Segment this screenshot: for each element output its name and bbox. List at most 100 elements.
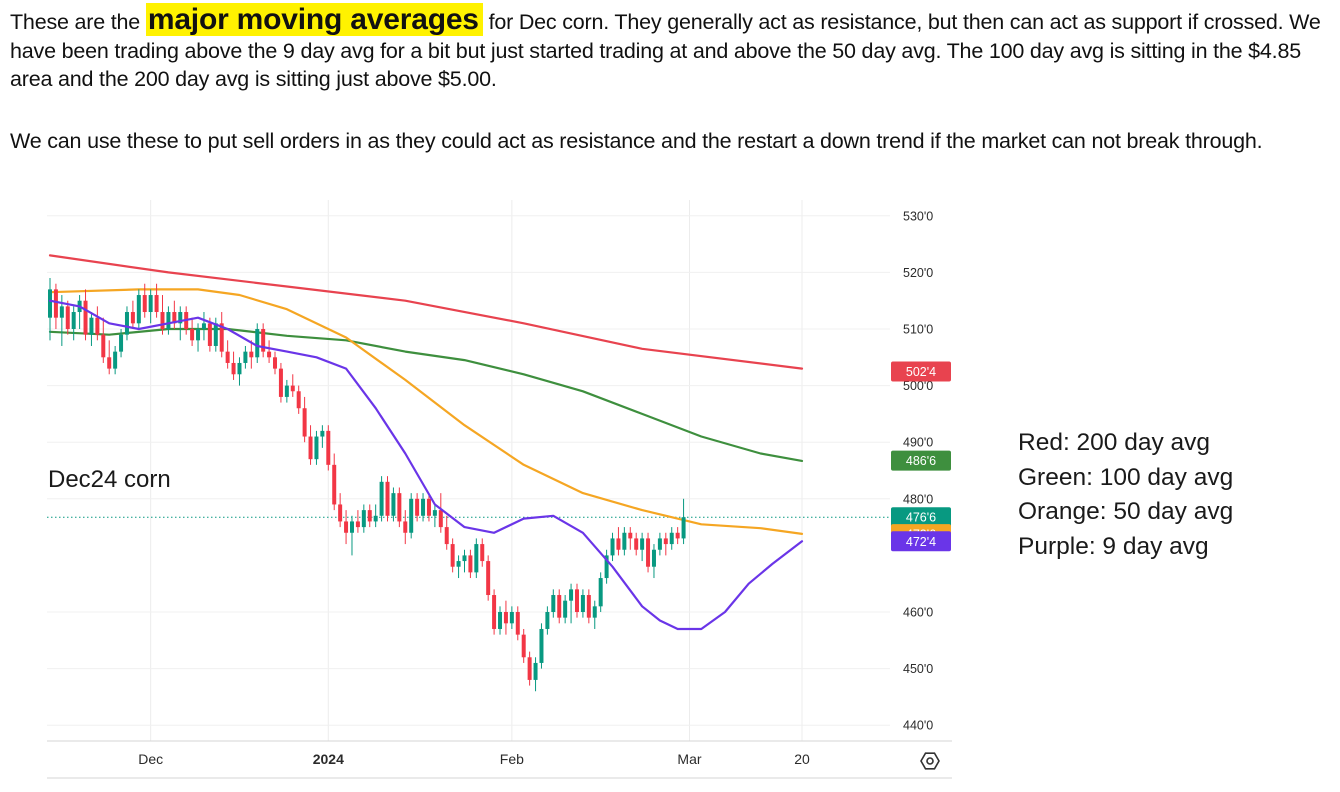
candle-body bbox=[592, 606, 597, 618]
candle-body bbox=[675, 532, 680, 539]
x-tick-label: 20 bbox=[794, 751, 810, 767]
candle-body bbox=[503, 612, 508, 624]
candle-body bbox=[243, 351, 248, 363]
candle-body bbox=[48, 289, 52, 318]
candle-body bbox=[267, 351, 272, 358]
candle-body bbox=[273, 357, 278, 369]
candle-body bbox=[308, 436, 313, 460]
candle-body bbox=[130, 312, 135, 324]
tag-ma200-text: 502'4 bbox=[906, 365, 936, 379]
candle-body bbox=[456, 561, 461, 567]
candle-body bbox=[557, 595, 562, 618]
highlighted-phrase: major moving averages bbox=[145, 3, 483, 36]
legend-item-200: Red: 200 day avg bbox=[1018, 429, 1211, 456]
tag-ma100-text: 486'6 bbox=[906, 454, 936, 468]
candle-body bbox=[492, 595, 497, 629]
x-tick-label: Feb bbox=[500, 751, 524, 767]
legend-item-50: Orange: 50 day avg bbox=[1018, 498, 1234, 525]
x-tick-label: 2024 bbox=[313, 751, 344, 767]
candle-body bbox=[628, 532, 633, 539]
candle-body bbox=[355, 521, 360, 528]
x-tick-label: Dec bbox=[138, 751, 163, 767]
candle-body bbox=[219, 323, 224, 352]
candle-body bbox=[53, 289, 58, 318]
intro-text-before: These are the bbox=[10, 10, 146, 34]
candle-body bbox=[136, 295, 141, 324]
candle-body bbox=[681, 517, 686, 539]
y-tick-label: 520'0 bbox=[903, 266, 933, 280]
candle-body bbox=[338, 504, 343, 522]
candle-body bbox=[83, 300, 88, 335]
candle-body bbox=[415, 498, 420, 516]
candle-body bbox=[598, 578, 603, 607]
candle-body bbox=[59, 306, 64, 318]
candle-body bbox=[610, 538, 615, 556]
candle-body bbox=[367, 510, 372, 522]
candle-body bbox=[207, 323, 212, 346]
candle-body bbox=[89, 317, 94, 335]
tag-last-price-text: 476'6 bbox=[906, 511, 936, 525]
chart-label: Dec24 corn bbox=[48, 466, 171, 493]
second-paragraph: We can use these to put sell orders in a… bbox=[10, 129, 1263, 153]
candle-body bbox=[385, 481, 390, 516]
candle-body bbox=[450, 544, 455, 567]
candle-body bbox=[154, 295, 159, 313]
candle-body bbox=[574, 589, 579, 612]
intro-text-after: for Dec corn. They generally act as resi… bbox=[10, 10, 1321, 91]
candle-body bbox=[663, 538, 668, 545]
candle-body bbox=[468, 555, 473, 573]
candle-body bbox=[379, 481, 384, 516]
candle-body bbox=[107, 357, 112, 369]
candle-body bbox=[616, 538, 621, 550]
candle-body bbox=[225, 351, 230, 363]
candle-body bbox=[651, 549, 656, 567]
candle-body bbox=[409, 498, 414, 533]
intro-paragraph: These are the major moving averages for … bbox=[10, 3, 1332, 94]
candle-body bbox=[119, 334, 124, 352]
candle-body bbox=[533, 662, 538, 680]
candle-body bbox=[344, 521, 349, 533]
y-tick-label: 450'0 bbox=[903, 662, 933, 676]
candle-body bbox=[498, 612, 503, 629]
candle-body bbox=[444, 527, 449, 545]
candle-body bbox=[421, 498, 426, 516]
candle-body bbox=[278, 368, 283, 397]
candle-body bbox=[474, 544, 479, 573]
candle-body bbox=[604, 555, 609, 579]
candle-body bbox=[634, 538, 639, 550]
candle-body bbox=[669, 532, 674, 545]
y-tick-label: 500'0 bbox=[903, 379, 933, 393]
candle-body bbox=[640, 538, 645, 550]
candle-body bbox=[213, 323, 218, 346]
tag-ma9-text: 472'4 bbox=[906, 535, 936, 549]
candle-body bbox=[201, 323, 206, 329]
y-tick-label: 460'0 bbox=[903, 606, 933, 620]
price-chart: 530'0 520'0 510'0 500'0 490'0 480'0 460'0 450'0… bbox=[47, 200, 952, 779]
legend-item-100: Green: 100 day avg bbox=[1018, 463, 1234, 491]
y-tick-label: 480'0 bbox=[903, 492, 933, 506]
chart-settings-icon[interactable] bbox=[920, 752, 940, 770]
ma100-line bbox=[48, 327, 804, 462]
y-tick-label: 490'0 bbox=[903, 436, 933, 450]
candle-body bbox=[237, 362, 242, 375]
legend-item-9: Purple: 9 day avg bbox=[1018, 532, 1209, 560]
candle-body bbox=[101, 334, 106, 358]
candle-body bbox=[545, 612, 550, 629]
candle-body bbox=[142, 295, 147, 313]
candle-body bbox=[462, 555, 467, 562]
candle-body bbox=[586, 595, 591, 618]
candle-body bbox=[320, 430, 325, 437]
candle-body bbox=[95, 317, 100, 335]
candle-body bbox=[580, 595, 585, 612]
candle-body bbox=[71, 312, 76, 329]
tag-ma100-bg bbox=[891, 450, 951, 471]
y-tick-label: 510'0 bbox=[903, 323, 933, 337]
candle-body bbox=[124, 312, 129, 335]
x-tick-label: Mar bbox=[677, 751, 701, 767]
candle-body bbox=[249, 351, 254, 358]
candle-body bbox=[521, 634, 526, 658]
candle-body bbox=[551, 595, 556, 612]
candle-body bbox=[166, 312, 171, 329]
candle-body bbox=[296, 391, 301, 409]
candle-body bbox=[261, 329, 266, 352]
